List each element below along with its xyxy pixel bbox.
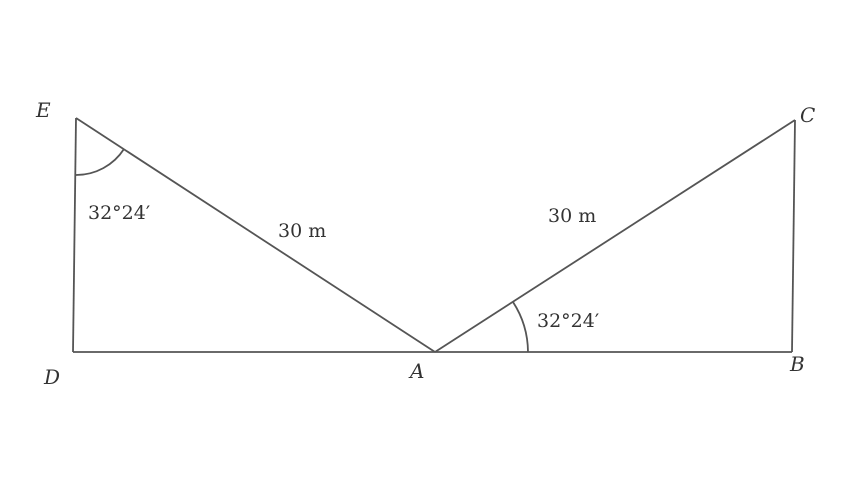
point-label: E <box>35 98 51 122</box>
point-label: B <box>789 352 805 376</box>
angle-arc-e <box>75 148 125 176</box>
angle-label: 32°24′ <box>88 202 150 224</box>
side-cb <box>791 119 796 353</box>
point-label: A <box>408 359 424 383</box>
side-ea <box>75 117 436 353</box>
side-label: 30 m <box>278 220 326 242</box>
point-label: C <box>800 103 815 127</box>
angle-label: 32°24′ <box>537 310 599 332</box>
side-ed <box>72 117 77 353</box>
angle-arc-a <box>512 301 529 353</box>
point-label: D <box>43 365 60 389</box>
side-label: 30 m <box>548 205 596 227</box>
side-ac <box>434 119 796 353</box>
